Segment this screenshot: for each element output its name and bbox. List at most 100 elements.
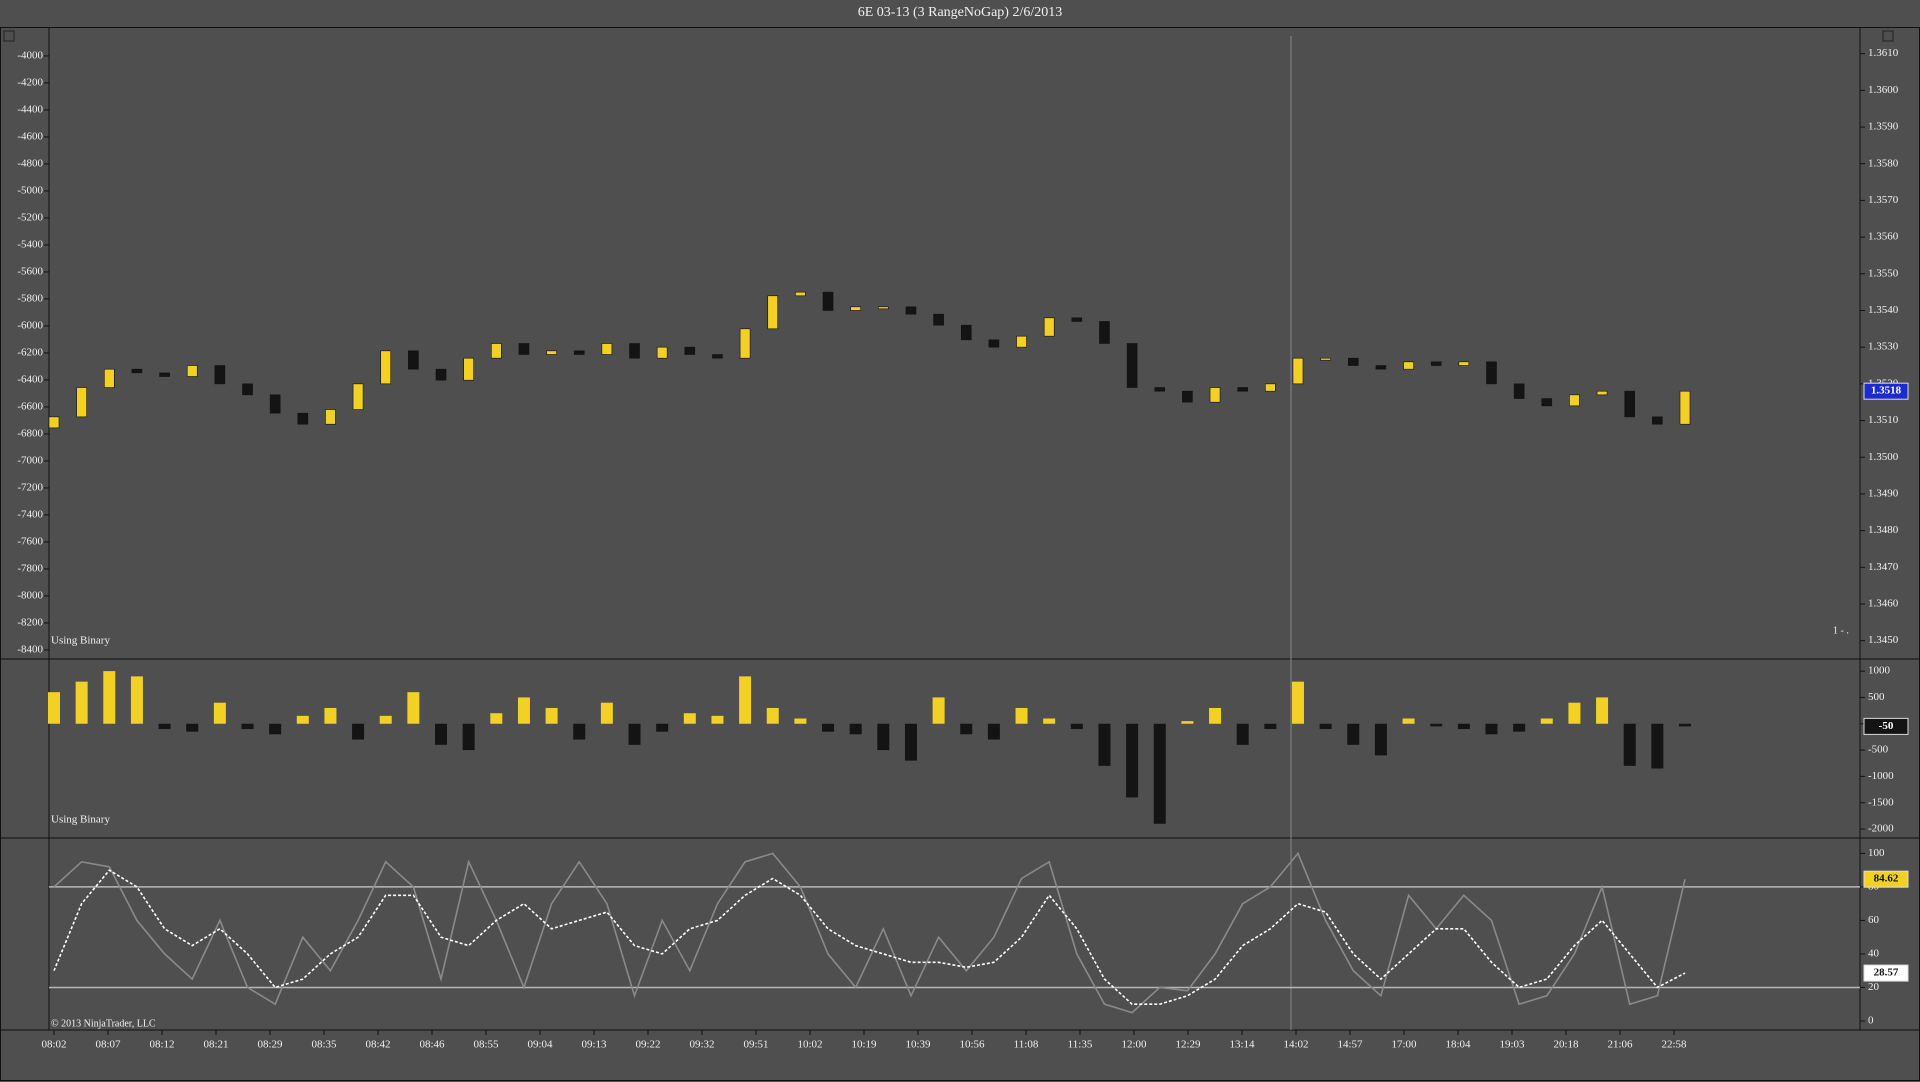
- candle: [1596, 390, 1608, 396]
- last-value-label: -50: [1879, 720, 1894, 732]
- x-tick-label: 08:55: [473, 1039, 499, 1051]
- y-tick-label: 1.3550: [1868, 267, 1899, 279]
- histogram-bar: [1596, 697, 1609, 724]
- y-tick-label: 40: [1868, 947, 1880, 959]
- y-tick-label: -2000: [1868, 823, 1894, 835]
- y-tick-label: -7800: [17, 562, 43, 574]
- candle: [878, 306, 889, 310]
- histogram-bar: [794, 718, 807, 724]
- y-tick-label: -5600: [17, 265, 43, 277]
- histogram-bar: [1457, 723, 1470, 730]
- candle: [1569, 394, 1580, 407]
- candle: [739, 328, 751, 359]
- candle: [1541, 398, 1553, 407]
- last-value-label: 28.57: [1874, 967, 1899, 979]
- y-tick-label: -7200: [17, 481, 43, 493]
- candle: [325, 409, 336, 425]
- candle: [1099, 321, 1110, 344]
- y-tick-label: 1.3450: [1868, 634, 1899, 646]
- candle: [1182, 390, 1193, 403]
- candle: [242, 383, 253, 396]
- histogram-bar: [1209, 707, 1222, 724]
- y-tick-label: -7000: [17, 454, 43, 466]
- x-tick-label: 18:04: [1445, 1039, 1471, 1051]
- histogram-bar: [407, 692, 420, 724]
- x-tick-label: 08:02: [41, 1039, 66, 1051]
- histogram-bar: [1540, 718, 1553, 724]
- x-tick-label: 21:06: [1607, 1039, 1633, 1051]
- pane-icon[interactable]: [3, 30, 15, 42]
- candle: [214, 365, 226, 385]
- candle: [186, 365, 198, 377]
- histogram-bar: [1153, 723, 1166, 824]
- x-tick-label: 13:14: [1229, 1039, 1255, 1051]
- x-tick-label: 12:29: [1175, 1039, 1201, 1051]
- candle: [712, 354, 723, 359]
- histogram-bar: [1264, 723, 1277, 730]
- candle: [352, 383, 364, 410]
- histogram-bar: [517, 697, 530, 724]
- histogram-bar: [683, 713, 696, 724]
- y-tick-label: 1.3530: [1868, 341, 1899, 353]
- histogram-bar: [130, 676, 143, 724]
- candle: [988, 339, 1000, 348]
- y-tick-label: -8400: [17, 643, 43, 655]
- y-tick-label: -1000: [1868, 770, 1894, 782]
- candle: [1126, 343, 1138, 388]
- x-tick-label: 09:51: [743, 1039, 768, 1051]
- last-value-label: 84.62: [1874, 873, 1899, 885]
- y-tick-label: -7600: [17, 535, 43, 547]
- histogram-bar: [1043, 718, 1056, 724]
- histogram-bar: [435, 723, 448, 745]
- y-tick-label: -5400: [17, 238, 43, 250]
- candle: [1652, 416, 1663, 425]
- candle: [684, 346, 696, 355]
- x-tick-label: 10:56: [959, 1039, 985, 1051]
- last-value-box: [1863, 870, 1909, 888]
- x-tick-label: 09:13: [581, 1039, 607, 1051]
- candle: [1375, 365, 1387, 370]
- candle: [795, 291, 806, 297]
- y-tick-label: -8000: [17, 589, 43, 601]
- candle: [573, 350, 585, 355]
- y-tick-label: 1.3560: [1868, 231, 1899, 243]
- y-tick-label: 1.3510: [1868, 414, 1899, 426]
- candle: [960, 324, 972, 341]
- histogram-bar: [213, 702, 226, 724]
- last-value-box: [1863, 382, 1909, 400]
- histogram-bar: [1623, 723, 1636, 766]
- histogram-bar: [186, 723, 199, 732]
- histogram-bar: [600, 702, 613, 724]
- candle: [1209, 387, 1221, 403]
- status-text: 1 - .: [1833, 625, 1849, 636]
- candle: [380, 350, 392, 385]
- y-tick-label: 1.3570: [1868, 194, 1899, 206]
- histogram-bar: [573, 723, 586, 740]
- histogram-bar: [75, 681, 88, 724]
- candle: [1154, 387, 1166, 392]
- y-tick-label: 0: [1868, 1014, 1874, 1026]
- y-tick-label: -1500: [1868, 796, 1894, 808]
- pane-annotation: Using Binary: [51, 635, 110, 647]
- histogram-bar: [628, 723, 641, 745]
- candle: [1071, 317, 1083, 322]
- histogram-bar: [1374, 723, 1387, 756]
- x-tick-label: 08:35: [311, 1039, 337, 1051]
- candle: [767, 295, 779, 330]
- x-tick-label: 08:07: [95, 1039, 121, 1051]
- histogram-bar: [269, 723, 282, 735]
- histogram-bar: [1319, 723, 1332, 730]
- histogram-bar: [1651, 723, 1664, 769]
- y-tick-label: 60: [1868, 914, 1880, 926]
- histogram-bar: [352, 723, 365, 740]
- histogram-bar: [158, 723, 171, 730]
- histogram-bar: [1126, 723, 1139, 798]
- y-tick-label: 500: [1868, 691, 1885, 703]
- candle: [933, 313, 944, 326]
- candle: [601, 343, 613, 355]
- pane-icon[interactable]: [1882, 30, 1894, 42]
- y-tick-label: -4600: [17, 130, 43, 142]
- candle: [1320, 357, 1331, 361]
